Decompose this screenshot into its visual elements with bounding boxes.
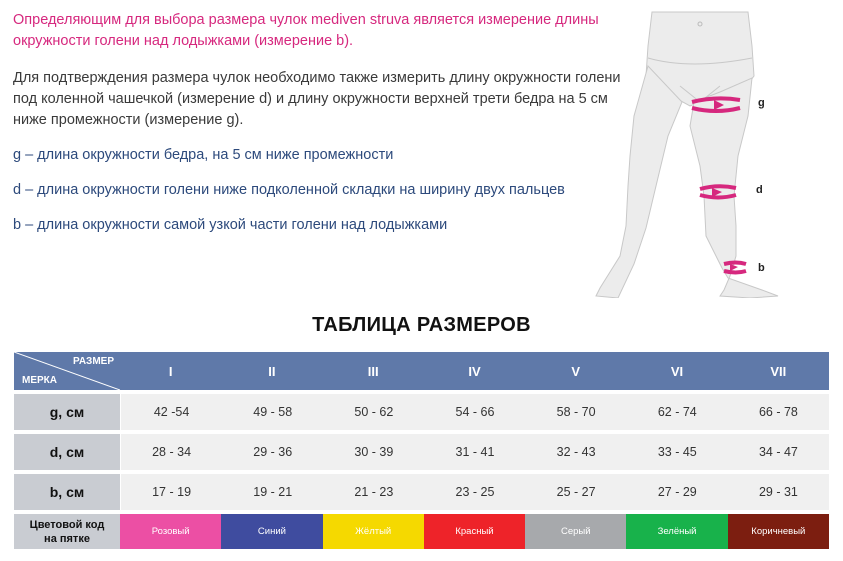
- table-cell: 34 - 47: [727, 434, 829, 470]
- table-cell: 19 - 21: [222, 474, 324, 510]
- color-code-row: Цветовой код на пятке Розовый Синий Жёлты…: [14, 514, 829, 549]
- intro-text: Определяющим для выбора размера чулок me…: [13, 10, 623, 236]
- navel-icon: [697, 21, 703, 27]
- table-cell: 49 - 58: [222, 394, 324, 430]
- definition-g: g – длина окружности бедра, на 5 см ниже…: [13, 147, 394, 163]
- table-cell: 42 -54: [121, 394, 223, 430]
- corner-size-label: РАЗМЕР: [73, 356, 114, 367]
- size-header: V: [525, 352, 627, 390]
- intro-paragraph-main: Определяющим для выбора размера чулок me…: [13, 12, 599, 49]
- size-header-row: РАЗМЕР МЕРКА I II III IV V VI VII: [14, 352, 829, 390]
- left-leg-shape: [595, 65, 683, 298]
- table-row-b: b, см 17 - 19 19 - 21 21 - 23 23 - 25 25…: [14, 474, 829, 510]
- marker-b: [723, 260, 747, 275]
- table-cell: 23 - 25: [424, 474, 526, 510]
- size-header: VII: [727, 352, 829, 390]
- table-cell: 58 - 70: [525, 394, 627, 430]
- color-code-label-line1: Цветовой код: [29, 518, 105, 531]
- table-cell: 32 - 43: [525, 434, 627, 470]
- table-cell: 25 - 27: [525, 474, 627, 510]
- size-table: РАЗМЕР МЕРКА I II III IV V VI VII g, см …: [14, 352, 829, 549]
- leg-measurement-diagram: g d b: [595, 11, 779, 298]
- row-label: b, см: [14, 474, 120, 510]
- size-header: I: [120, 352, 222, 390]
- row-label: d, см: [14, 434, 120, 470]
- size-header: IV: [423, 352, 526, 390]
- color-swatch-pink: Розовый: [120, 514, 222, 549]
- table-row-d: d, см 28 - 34 29 - 36 30 - 39 31 - 41 32…: [14, 434, 829, 470]
- row-label: g, см: [14, 394, 120, 430]
- size-header: III: [322, 352, 424, 390]
- size-header: VI: [626, 352, 728, 390]
- definition-b: b – длина окружности самой узкой части г…: [13, 217, 448, 233]
- color-code-label-line2: на пятке: [44, 532, 90, 545]
- color-swatch-green: Зелёный: [626, 514, 728, 549]
- table-cell: 17 - 19: [121, 474, 223, 510]
- corner-measure-label: МЕРКА: [22, 375, 57, 386]
- table-cell: 29 - 31: [727, 474, 829, 510]
- table-cell: 33 - 45: [626, 434, 728, 470]
- table-cell: 30 - 39: [323, 434, 425, 470]
- table-cell: 28 - 34: [121, 434, 223, 470]
- table-cell: 62 - 74: [626, 394, 728, 430]
- color-code-label: Цветовой код на пятке: [14, 514, 120, 549]
- color-swatch-yellow: Жёлтый: [322, 514, 424, 549]
- definition-d: d – длина окружности голени ниже подколе…: [13, 182, 565, 198]
- table-cell: 29 - 36: [222, 434, 324, 470]
- table-cell: 66 - 78: [727, 394, 829, 430]
- size-header: II: [221, 352, 323, 390]
- table-cell: 21 - 23: [323, 474, 425, 510]
- table-cell: 27 - 29: [626, 474, 728, 510]
- table-corner-cell: РАЗМЕР МЕРКА: [14, 352, 120, 390]
- table-cell: 54 - 66: [424, 394, 526, 430]
- label-b: b: [758, 262, 765, 274]
- color-swatch-red: Красный: [423, 514, 526, 549]
- color-swatch-brown: Коричневый: [727, 514, 829, 549]
- color-swatch-gray: Серый: [525, 514, 627, 549]
- label-g: g: [758, 97, 765, 109]
- table-cell: 50 - 62: [323, 394, 425, 430]
- color-swatch-blue: Синий: [221, 514, 323, 549]
- table-cell: 31 - 41: [424, 434, 526, 470]
- marker-d: [699, 184, 737, 200]
- size-table-title: ТАБЛИЦА РАЗМЕРОВ: [312, 314, 531, 336]
- intro-paragraph-confirm: Для подтверждения размера чулок необходи…: [13, 70, 621, 128]
- marker-g: [691, 96, 741, 113]
- label-d: d: [756, 184, 763, 196]
- table-row-g: g, см 42 -54 49 - 58 50 - 62 54 - 66 58 …: [14, 394, 829, 430]
